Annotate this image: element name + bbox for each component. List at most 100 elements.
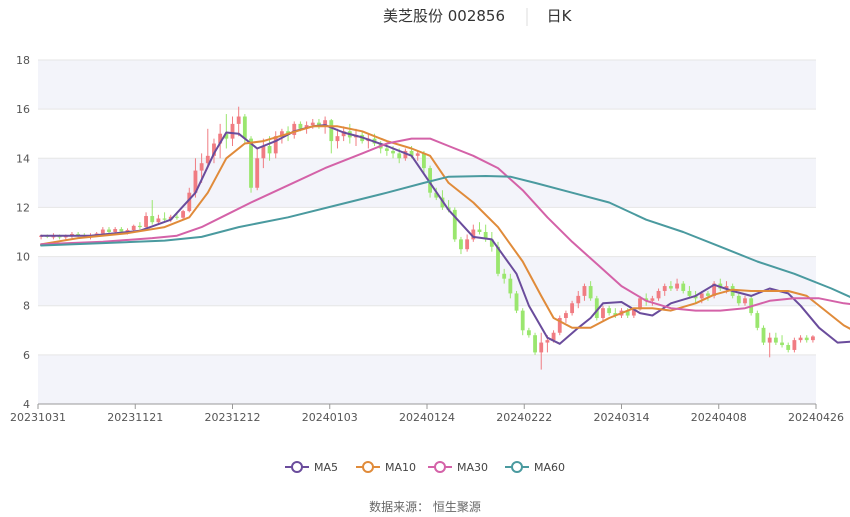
candle-body	[625, 310, 630, 316]
candle-body	[780, 342, 784, 346]
candle-body	[341, 131, 346, 137]
candle-body	[564, 313, 568, 318]
candle-body	[329, 120, 334, 142]
candle-body	[792, 340, 797, 350]
candle-body	[557, 318, 562, 333]
candle-body	[403, 150, 408, 159]
ma10-line	[40, 125, 850, 330]
legend-label-ma5: MA5	[314, 461, 338, 474]
candle-body	[650, 298, 655, 301]
candle-body	[539, 342, 544, 353]
candle-body	[131, 225, 136, 231]
y-tick-label: 8	[23, 300, 30, 313]
candle-body	[613, 313, 618, 316]
x-tick-label: 20231121	[107, 411, 163, 424]
legend: MA5 MA10 MA30 MA60	[285, 461, 565, 474]
x-axis: 20231031 20231121 20231212 20240103 20240124…	[10, 403, 844, 424]
candle-body	[675, 283, 679, 289]
candle-body	[804, 337, 809, 341]
candle-body	[137, 225, 142, 228]
candle-body	[384, 148, 389, 151]
candle-body	[551, 332, 556, 341]
x-tick-label: 20231031	[10, 411, 66, 424]
candle-body	[483, 232, 488, 240]
candle-body	[477, 229, 482, 232]
candle-body	[668, 286, 673, 289]
candle-body	[391, 150, 395, 154]
candle-body	[310, 122, 315, 126]
candle-body	[76, 233, 81, 235]
period-tab-daily[interactable]: 日K	[547, 7, 573, 25]
candle-body	[218, 133, 223, 144]
candle-body	[255, 158, 260, 188]
data-source: 数据来源： 恒生聚源	[369, 499, 481, 514]
legend-marker-ma10	[362, 461, 374, 473]
candle-body	[397, 153, 402, 159]
legend-marker-ma30	[434, 461, 446, 473]
x-tick-label: 20231212	[205, 411, 261, 424]
y-axis: 4 6 8 10 12 14 16 18	[16, 54, 30, 411]
plot-bands	[38, 60, 816, 404]
plot-band	[38, 60, 816, 110]
legend-label-ma10: MA10	[385, 461, 416, 474]
candle-body	[693, 295, 698, 299]
candle-body	[706, 293, 710, 296]
candle-body	[471, 229, 476, 240]
candle-body	[273, 136, 278, 154]
candle-body	[644, 298, 649, 301]
candle-body	[193, 170, 198, 193]
candle-body	[810, 336, 815, 341]
candle-body	[267, 146, 272, 154]
candle-body	[582, 286, 587, 296]
candle-body	[156, 218, 161, 223]
legend-label-ma30: MA30	[457, 461, 488, 474]
candle-body	[699, 293, 704, 299]
candle-body	[570, 303, 575, 314]
candle-body	[298, 123, 303, 129]
candle-body	[798, 337, 803, 341]
candle-body	[576, 295, 581, 304]
candle-body	[119, 229, 124, 232]
candle-body	[526, 330, 531, 336]
candle-body	[607, 308, 612, 314]
y-tick-label: 14	[16, 152, 30, 165]
moving-average-lines	[40, 124, 850, 345]
candle-body	[786, 345, 791, 350]
x-tick-label: 20240408	[691, 411, 747, 424]
y-tick-label: 16	[16, 103, 30, 116]
candle-body	[465, 239, 470, 250]
candle-body	[656, 290, 661, 299]
candle-body	[279, 131, 284, 137]
x-tick-label: 20240124	[399, 411, 455, 424]
plot-band	[38, 354, 816, 404]
candle-body	[162, 218, 167, 220]
candle-body	[125, 230, 130, 232]
legend-marker-ma60	[511, 461, 523, 473]
candle-body	[489, 239, 494, 247]
candle-body	[409, 150, 414, 156]
candle-body	[662, 286, 667, 291]
candle-body	[230, 123, 235, 139]
candle-body	[181, 211, 186, 218]
candle-body	[335, 136, 340, 142]
legend-marker-ma5	[291, 461, 303, 473]
x-tick-label: 20240103	[302, 411, 358, 424]
candle-body	[434, 192, 439, 198]
chart-title: 美芝股份 002856	[383, 7, 505, 25]
candle-body	[100, 229, 105, 234]
candle-body	[502, 273, 507, 279]
legend-label-ma60: MA60	[534, 461, 565, 474]
candle-body	[724, 286, 729, 289]
candle-body	[459, 239, 463, 250]
x-tick-label: 20240222	[496, 411, 552, 424]
candle-body	[107, 229, 111, 232]
candle-body	[236, 116, 241, 124]
y-tick-label: 4	[23, 398, 30, 411]
candle-body	[773, 337, 778, 343]
y-tick-label: 10	[16, 251, 30, 264]
candle-body	[175, 216, 179, 218]
y-tick-label: 18	[16, 54, 30, 67]
candle-body	[761, 327, 766, 343]
candle-body	[292, 123, 297, 135]
